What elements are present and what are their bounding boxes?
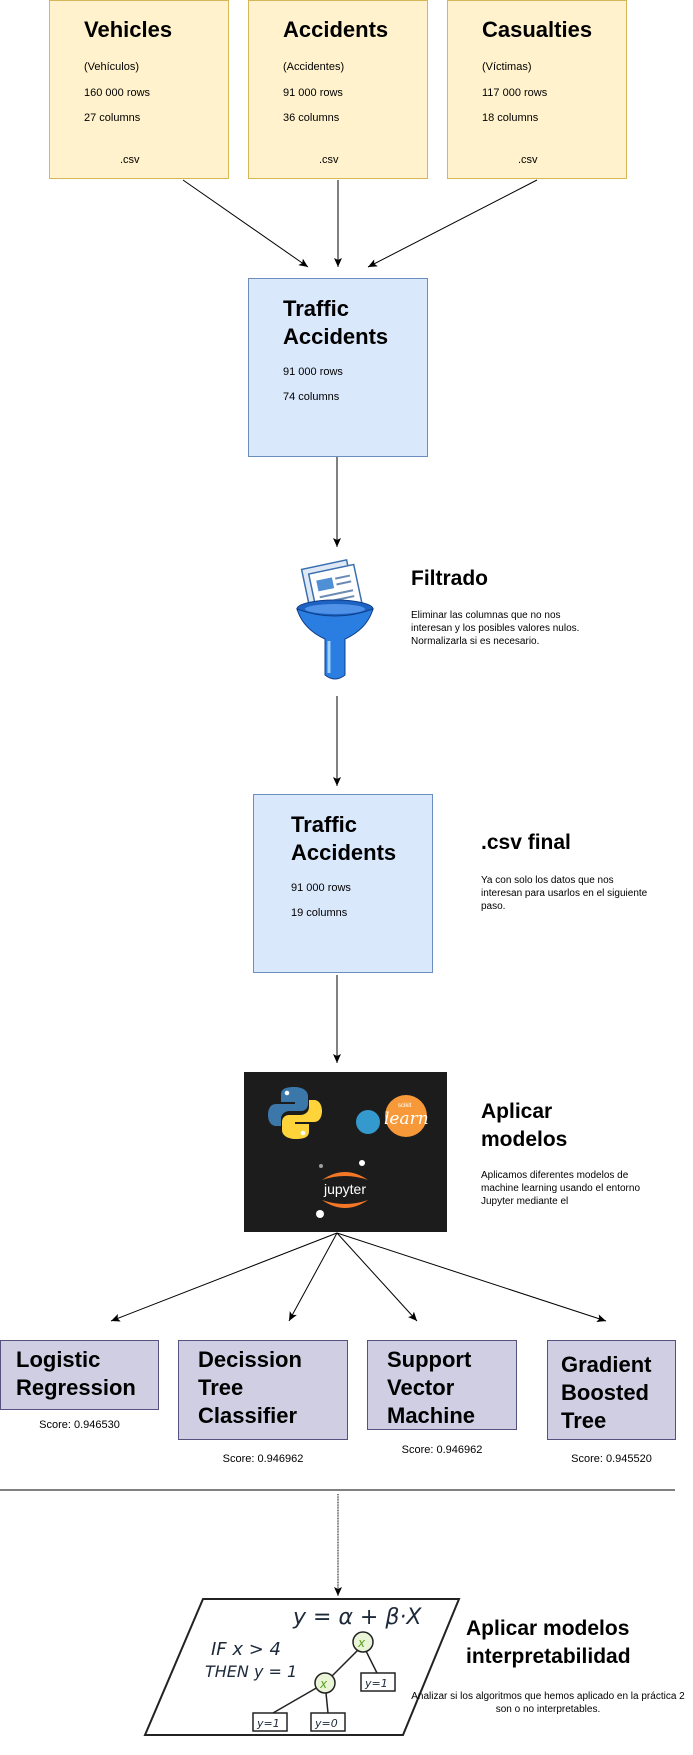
arrow-to-gbt [336,1232,607,1323]
sketch-node-child: x [319,1677,328,1691]
model-title-line1: Gradient [561,1352,652,1377]
box-rows: 117 000 rows [482,87,548,99]
model-title-line3: Machine [387,1403,476,1428]
box-rows: 160 000 rows [84,87,151,99]
box-subtitle: (Víctimas) [482,61,532,73]
model-logistic-regression: Logistic Regression [0,1340,159,1410]
apply-models-title-line2: modelos [481,1128,568,1151]
box-rows: 91 000 rows [283,366,343,378]
sklearn-small-text: scikit [398,1103,412,1109]
arrow-to-tree [288,1232,338,1322]
jupyter-text: jupyter [323,1181,366,1197]
box-title: Accidents [283,17,389,42]
score-support-vector-machine: Score: 0.946962 [401,1444,483,1456]
sketch-leaf-b: y=1 [256,1717,280,1730]
box-title-line2: Accidents [291,840,397,865]
scikit-learn-logo-icon: scikit learn [356,1095,429,1137]
interpretability-sketch-icon: y = α + β·X IF x > 4 THEN y = 1 x x y=1 … [143,1598,461,1736]
final-csv-title: .csv final [481,831,571,854]
box-extension: .csv [319,154,339,166]
arrow-to-svm [336,1232,418,1322]
model-title-line3: Classifier [198,1403,298,1428]
model-title-line2: Vector [387,1375,455,1400]
accidents-csv-box: Accidents (Accidentes) 91 000 rows 36 co… [248,0,428,179]
model-title-line2: Tree [198,1375,244,1400]
interpretability-title-line2: interpretabilidad [466,1645,631,1668]
merged-dataset-box: Traffic Accidents 91 000 rows 74 columns [248,278,428,457]
box-subtitle: (Accidentes) [283,61,345,73]
score-logistic-regression: Score: 0.946530 [39,1419,120,1431]
score-gradient-boosted-tree: Score: 0.945520 [571,1453,652,1465]
sketch-rule-line1: IF x > 4 [211,1639,281,1660]
sklearn-big-text: learn [384,1109,429,1129]
box-extension: .csv [120,154,140,166]
arrow-to-logistic [110,1232,338,1322]
model-title-line2: Regression [16,1375,136,1400]
box-columns: 36 columns [283,112,340,124]
apply-models-title-line1: Aplicar [481,1100,553,1123]
funnel-filter-icon [296,559,374,680]
box-title: Casualties [482,17,593,42]
model-title-line1: Support [387,1347,472,1372]
box-columns: 74 columns [283,391,340,403]
arrow-casualties-to-merged [367,179,538,268]
box-title-line1: Traffic [283,296,350,321]
model-decision-tree: Decission Tree Classifier [178,1340,348,1440]
box-columns: 19 columns [291,907,348,919]
box-title: Vehicles [84,17,173,42]
sketch-leaf-c: y=0 [314,1717,338,1730]
box-title-line1: Traffic [291,812,358,837]
box-columns: 27 columns [84,112,141,124]
final-csv-description: Ya con solo los datos que nos interesan … [481,875,648,912]
model-title-line3: Tree [561,1408,607,1433]
python-logo-icon [268,1087,322,1139]
box-title-line2: Accidents [283,324,389,349]
casualties-csv-box: Casualties (Víctimas) 117 000 rows 18 co… [447,0,627,179]
filter-step-description: Eliminar las columnas que no nos interes… [411,610,580,647]
score-decision-tree: Score: 0.946962 [222,1453,304,1465]
jupyter-logo-icon: jupyter [316,1160,368,1218]
box-rows: 91 000 rows [283,87,343,99]
filter-step-title: Filtrado [411,567,488,590]
sketch-rule-line2: THEN y = 1 [205,1662,297,1681]
model-support-vector-machine: Support Vector Machine [367,1340,517,1430]
sketch-node-root: x [357,1636,366,1650]
box-columns: 18 columns [482,112,539,124]
apply-models-description: Aplicamos diferentes modelos de machine … [481,1170,640,1207]
sketch-formula: y = α + β·X [292,1605,422,1630]
box-subtitle: (Vehículos) [84,61,140,73]
model-title-line1: Logistic [16,1347,101,1372]
model-title-line1: Decission [198,1347,302,1372]
vehicles-csv-box: Vehicles (Vehículos) 160 000 rows 27 col… [49,0,229,179]
interpretability-description: Analizar si los algoritmos que hemos apl… [411,1691,685,1715]
model-gradient-boosted-tree: Gradient Boosted Tree [547,1340,676,1440]
arrow-vehicles-to-merged [182,179,309,268]
box-extension: .csv [518,154,538,166]
box-rows: 91 000 rows [291,882,351,894]
model-title-line2: Boosted [561,1380,649,1405]
sketch-leaf-a: y=1 [364,1677,388,1690]
interpretability-title-line1: Aplicar modelos [466,1617,630,1640]
tools-logo-panel: scikit learn jupyter [244,1072,447,1232]
final-dataset-box: Traffic Accidents 91 000 rows 19 columns [253,794,433,973]
